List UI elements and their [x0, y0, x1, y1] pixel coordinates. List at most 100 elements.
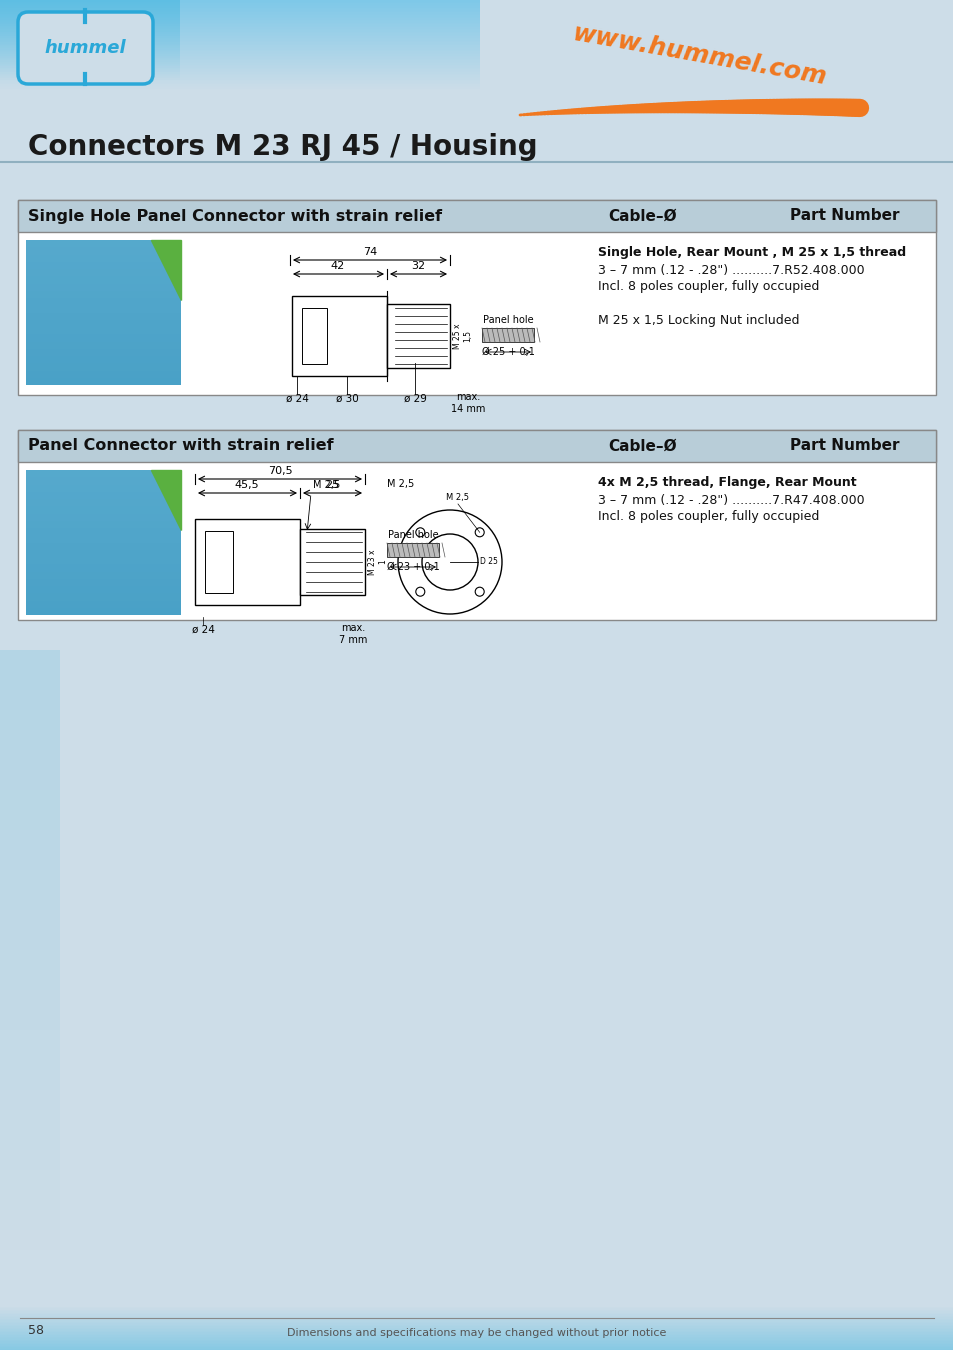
Bar [18, 200, 935, 232]
Bar [0, 30, 180, 32]
Bar [0, 66, 180, 68]
Text: Cable–Ø: Cable–Ø [607, 208, 676, 224]
Bar [0, 14, 180, 16]
Bar [0, 790, 60, 810]
Bar [0, 1050, 60, 1071]
Bar [0, 58, 479, 59]
Bar [26, 491, 181, 500]
Bar [26, 327, 181, 335]
Bar [26, 571, 181, 579]
Bar [26, 320, 181, 327]
Bar [0, 36, 479, 38]
Bar [18, 200, 935, 396]
Circle shape [416, 528, 424, 537]
Bar [26, 269, 181, 277]
Text: Part Number: Part Number [789, 439, 899, 454]
Text: M 25 x
1,5: M 25 x 1,5 [453, 323, 472, 348]
Bar [0, 49, 479, 50]
Bar [0, 1089, 60, 1110]
Bar [26, 586, 181, 593]
Text: 3 – 7 mm (.12 - .28") ..........7.R47.408.000: 3 – 7 mm (.12 - .28") ..........7.R47.40… [598, 494, 863, 508]
Text: hummel: hummel [45, 39, 126, 57]
Bar [0, 54, 180, 55]
Text: 58: 58 [28, 1323, 44, 1336]
Bar [0, 38, 180, 40]
Bar [0, 82, 479, 84]
Bar [0, 26, 479, 27]
Text: 7 mm: 7 mm [338, 634, 367, 645]
Text: D 25: D 25 [479, 558, 497, 567]
Bar [0, 50, 180, 53]
Bar [0, 43, 479, 45]
Bar [26, 601, 181, 608]
Bar [0, 1335, 953, 1336]
Bar [0, 1210, 60, 1230]
Bar [0, 830, 60, 850]
Text: Panel hole: Panel hole [387, 531, 437, 540]
Text: max.: max. [340, 622, 365, 633]
FancyBboxPatch shape [18, 12, 152, 84]
Bar [0, 58, 180, 59]
Bar [26, 513, 181, 521]
Bar [26, 500, 181, 506]
Text: 25: 25 [325, 481, 338, 490]
Bar [0, 1130, 60, 1150]
Bar [0, 42, 479, 43]
Bar [26, 277, 181, 284]
Text: M 2,5: M 2,5 [446, 493, 469, 502]
Bar [26, 312, 181, 320]
Bar [0, 54, 479, 55]
Bar [0, 85, 479, 86]
Bar [0, 66, 479, 68]
Bar [0, 1150, 60, 1170]
Bar [0, 769, 60, 790]
Bar [0, 1110, 60, 1130]
Bar [0, 1326, 953, 1327]
Bar [0, 930, 60, 950]
Bar [26, 485, 181, 491]
Bar [26, 370, 181, 378]
Bar [0, 84, 479, 85]
Text: M 25 x 1,5 Locking Nut included: M 25 x 1,5 Locking Nut included [598, 315, 799, 327]
Bar [0, 0, 479, 1]
Bar [0, 24, 479, 26]
Bar [0, 53, 180, 54]
Bar [0, 55, 180, 58]
Bar [0, 76, 479, 77]
Bar [0, 36, 180, 38]
Circle shape [421, 535, 477, 590]
Bar [26, 305, 181, 312]
Bar [0, 86, 479, 89]
Bar [0, 68, 180, 70]
Bar [0, 32, 479, 35]
Bar [26, 543, 181, 549]
Text: Cable–Ø: Cable–Ø [607, 439, 676, 454]
Bar [26, 356, 181, 363]
Bar [0, 63, 479, 65]
Bar [26, 470, 181, 616]
Bar [0, 1311, 953, 1312]
Bar [26, 478, 181, 485]
Bar [481, 328, 534, 342]
Bar [0, 12, 479, 14]
Text: Part Number: Part Number [789, 208, 899, 224]
Bar [0, 1327, 953, 1328]
Bar [26, 240, 181, 385]
Bar [0, 27, 479, 28]
Bar [0, 1338, 953, 1339]
Bar [0, 1312, 953, 1314]
Bar [0, 4, 180, 5]
Bar [299, 529, 365, 595]
Bar [26, 348, 181, 356]
Bar [0, 40, 479, 42]
Bar [302, 308, 327, 364]
Text: Ø 23 + 0,1: Ø 23 + 0,1 [386, 562, 439, 572]
Bar [0, 4, 479, 5]
Bar [0, 65, 479, 66]
Text: Ø 25 + 0,1: Ø 25 + 0,1 [481, 347, 534, 356]
Bar [0, 9, 180, 12]
Bar [26, 593, 181, 601]
Bar [0, 46, 479, 49]
Bar [0, 1342, 953, 1345]
Bar [0, 22, 180, 24]
